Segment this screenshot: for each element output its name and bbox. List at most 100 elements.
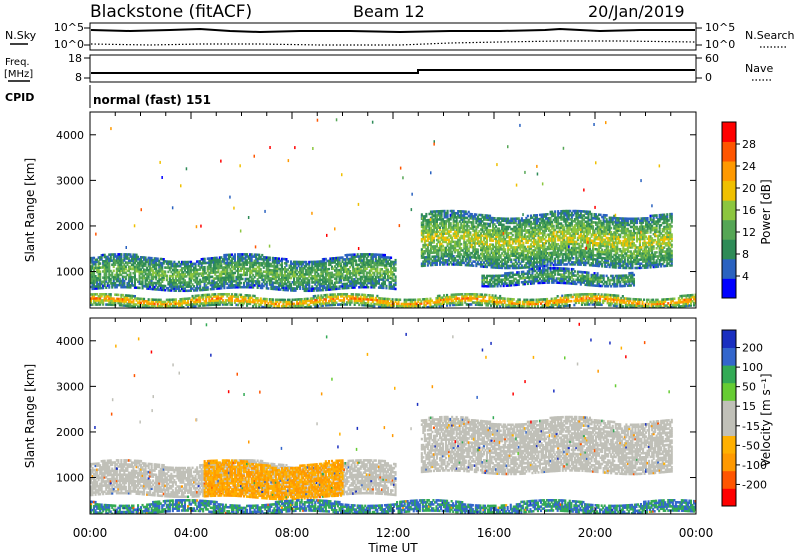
power-cell: [485, 214, 489, 217]
power-cell: [431, 235, 434, 238]
power-cell: [115, 277, 118, 281]
power-cell: [439, 246, 442, 250]
power-cell: [135, 253, 138, 257]
power-cell: [318, 278, 321, 282]
power-cell: [193, 289, 196, 292]
power-cell: [226, 268, 229, 271]
power-cell: [530, 298, 534, 302]
power-cell: [161, 284, 164, 288]
power-cell: [94, 262, 97, 266]
power-cell: [608, 297, 611, 301]
power-cell: [156, 304, 159, 308]
power-cell: [247, 279, 250, 283]
power-cell: [353, 282, 356, 285]
power-cell: [336, 273, 340, 276]
power-cell: [623, 297, 626, 300]
power-cell: [476, 252, 479, 256]
power-cell: [296, 298, 299, 301]
power-cell: [191, 287, 194, 290]
power-cell: [481, 252, 484, 256]
power-cell: [432, 255, 436, 258]
power-cell: [349, 265, 352, 269]
power-cell: [442, 220, 445, 223]
power-cell: [574, 297, 577, 301]
power-cell: [385, 303, 388, 307]
power-cell: [187, 283, 190, 286]
power-cell: [199, 298, 202, 301]
power-cell: [455, 293, 458, 296]
power-cell: [162, 302, 165, 306]
power-cell: [255, 305, 258, 308]
power-cell: [109, 273, 112, 277]
power-cell: [434, 249, 437, 252]
power-cell: [194, 294, 197, 298]
power-cell: [475, 233, 478, 237]
power-cell: [429, 233, 433, 236]
power-cell: [429, 239, 433, 242]
power-cell: [484, 214, 487, 217]
power-cell: [500, 297, 503, 300]
power-cell: [106, 261, 109, 265]
power-cell: [435, 259, 439, 262]
power-cell: [159, 265, 162, 269]
power-cell: [124, 296, 127, 299]
power-cell: [97, 274, 100, 278]
power-cell: [415, 304, 418, 308]
power-cell: [233, 263, 237, 267]
power-cell: [264, 262, 267, 265]
power-cell: [168, 266, 171, 270]
power-cell: [146, 258, 149, 262]
power-cell: [515, 300, 518, 303]
power-cell: [285, 260, 288, 263]
power-cell: [317, 304, 320, 308]
power-cell: [302, 273, 305, 276]
power-cell: [91, 281, 94, 284]
power-cell: [215, 285, 218, 288]
power-cell: [683, 300, 687, 304]
power-cell: [547, 301, 550, 305]
power-cell: [183, 279, 187, 282]
power-cell: [380, 278, 384, 281]
power-cell: [130, 282, 134, 285]
power-cell: [517, 302, 520, 306]
power-cell: [138, 299, 141, 303]
power-cell: [458, 247, 461, 250]
power-cell: [94, 293, 97, 296]
power-cell: [115, 297, 118, 301]
power-cell: [461, 228, 464, 232]
power-cell: [408, 302, 411, 306]
power-cell: [274, 273, 277, 277]
power-cell: [93, 295, 96, 298]
power-cell: [259, 261, 262, 265]
power-cell: [226, 274, 229, 277]
power-cell: [280, 261, 284, 265]
power-cell: [100, 266, 103, 269]
power-cell: [203, 276, 206, 279]
power-cell: [294, 298, 297, 301]
power-cell: [447, 302, 450, 305]
power-cell: [191, 262, 194, 266]
power-cell: [425, 223, 428, 226]
power-cell: [286, 286, 290, 290]
power-cell: [346, 301, 349, 304]
power-cell: [614, 294, 617, 297]
power-cell: [689, 300, 693, 303]
power-cell: [346, 284, 349, 288]
power-cell: [373, 267, 376, 271]
power-cell: [243, 295, 246, 299]
power-cell: [293, 298, 296, 302]
power-cell: [422, 229, 425, 233]
power-cell: [418, 302, 421, 305]
power-cell: [475, 262, 478, 266]
power-cell: [97, 303, 100, 306]
power-cell: [429, 251, 433, 255]
power-cell: [117, 283, 120, 287]
power-cell: [432, 224, 436, 228]
power-cell: [346, 297, 349, 300]
power-cell: [300, 279, 303, 282]
power-cell: [120, 265, 123, 268]
power-cell: [420, 264, 423, 268]
power-cell: [120, 261, 123, 264]
power-cell: [358, 286, 361, 289]
power-cell: [308, 285, 311, 288]
